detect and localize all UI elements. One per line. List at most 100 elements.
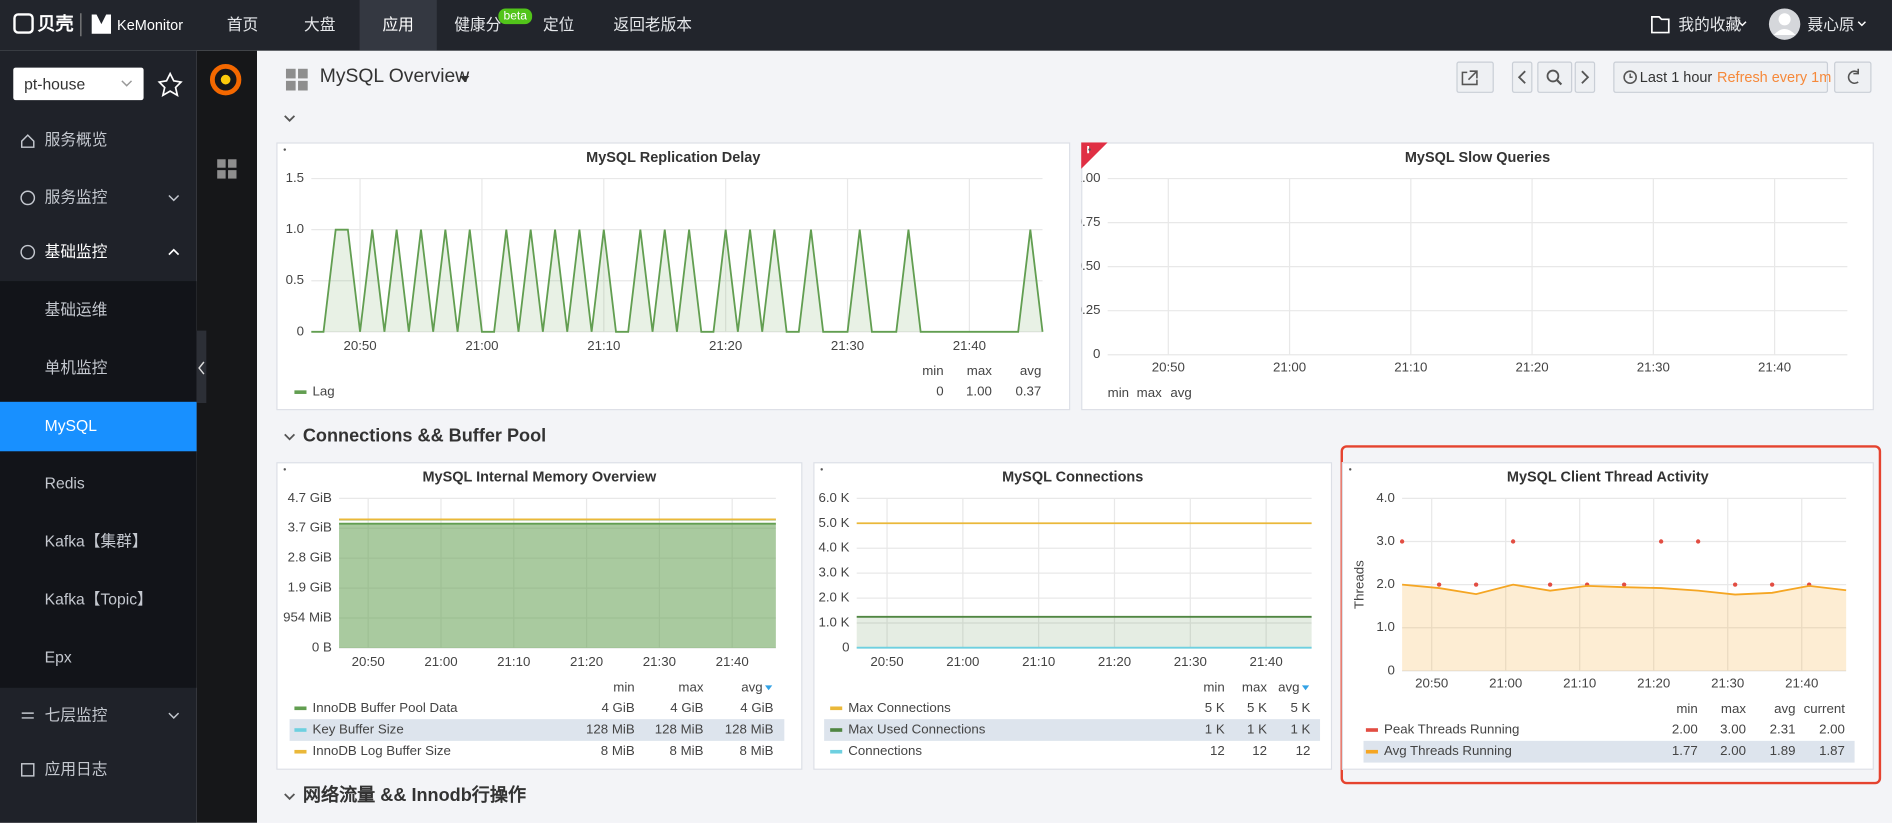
- legend-value: 2.00: [1672, 722, 1698, 737]
- nav-item[interactable]: 应用: [382, 15, 414, 34]
- nav-item[interactable]: 定位: [542, 15, 575, 34]
- collapse-tab[interactable]: [196, 330, 207, 404]
- legend-row-highlight: [289, 719, 785, 741]
- row-title[interactable]: 网络流量 && Innodb行操作: [302, 785, 527, 807]
- legend-swatch: [294, 728, 307, 732]
- y-tick-label: 3.0 K: [818, 565, 849, 580]
- legend-value: 2.31: [1770, 722, 1796, 737]
- grafana-logo-core: [220, 74, 231, 85]
- legend-value: 5 K: [1290, 700, 1310, 715]
- x-tick-label: 21:20: [1637, 676, 1670, 691]
- panel-title: MySQL Connections: [1002, 470, 1143, 486]
- nav-item[interactable]: 首页: [226, 15, 259, 34]
- favorites[interactable]: 我的收藏: [1678, 15, 1742, 34]
- menu-item[interactable]: 应用日志: [44, 760, 108, 779]
- legend-swatch: [294, 390, 307, 394]
- submenu-item[interactable]: Epx: [44, 647, 72, 667]
- toolbar-icons: [1461, 68, 1859, 86]
- menu-item[interactable]: 服务概览: [44, 130, 108, 149]
- legend-value: 12: [1296, 743, 1311, 758]
- x-tick-label: 21:30: [1711, 676, 1744, 691]
- title-caret[interactable]: [459, 76, 470, 83]
- zoom-icon: [1555, 78, 1563, 86]
- submenu-item[interactable]: 基础运维: [44, 300, 108, 319]
- project-select[interactable]: [13, 67, 144, 101]
- nav-item[interactable]: 健康分: [454, 15, 502, 34]
- x-tick-label: 21:30: [643, 654, 676, 669]
- star-icon[interactable]: [157, 71, 183, 98]
- zoom-button[interactable]: [1537, 61, 1573, 93]
- badge: beta: [503, 9, 527, 23]
- panel: MySQL Client Thread Activity 0 1.0 2.0 3.0 4.…: [1341, 462, 1874, 770]
- product: KeMonitor: [117, 16, 184, 34]
- panel: MySQL Slow Queries 0 0.25 0.50 0.75 1.00 20:50…: [1081, 142, 1874, 411]
- legend-value: 0.37: [1015, 384, 1041, 399]
- sort-indicator: [765, 685, 773, 691]
- back-button[interactable]: [1511, 61, 1533, 93]
- row-chevron[interactable]: [284, 793, 296, 801]
- highlight-box: [1340, 445, 1882, 785]
- grafana-logo: [209, 63, 242, 96]
- y-tick-label: 6.0 K: [818, 490, 849, 505]
- refresh-interval[interactable]: Refresh every 1m: [1717, 68, 1832, 86]
- y-tick-label: 1.9 GiB: [288, 580, 332, 595]
- submenu-item[interactable]: Kafka【Topic】: [44, 590, 153, 609]
- legend-column-header: min: [1676, 701, 1697, 716]
- chevron: [1738, 21, 1747, 27]
- badge-bg: [498, 8, 533, 25]
- dashboard-title[interactable]: MySQL Overview: [319, 66, 470, 87]
- legend-value: 128 MiB: [586, 722, 635, 737]
- y-tick-label: 2.0 K: [818, 590, 849, 605]
- refresh-button[interactable]: [1834, 61, 1872, 93]
- nav-item[interactable]: 返回老版本: [613, 15, 693, 34]
- data-point: [1399, 539, 1405, 544]
- x-tick-label: 21:20: [1515, 360, 1548, 375]
- folder-icon: [1651, 16, 1670, 34]
- time-picker[interactable]: [1613, 61, 1829, 93]
- legend-column-header: min: [613, 679, 634, 694]
- x-tick-label: 21:00: [1489, 676, 1522, 691]
- forward-button[interactable]: [1574, 61, 1596, 93]
- legend-name: Max Connections: [848, 700, 951, 715]
- chevron: [168, 194, 180, 202]
- data-point: [1473, 582, 1479, 587]
- y-tick-label: 954 MiB: [283, 610, 332, 625]
- row-chevron[interactable]: [284, 433, 296, 441]
- nav-item[interactable]: 大盘: [304, 15, 336, 34]
- time-range[interactable]: Last 1 hour: [1639, 68, 1713, 86]
- submenu-item[interactable]: MySQL: [44, 416, 97, 435]
- legend-value: 8 MiB: [601, 743, 635, 758]
- legend-column-header: min: [922, 363, 943, 378]
- legend-value: 5 K: [1247, 700, 1267, 715]
- y-tick-label: 3.7 GiB: [288, 520, 332, 535]
- menu-item[interactable]: 服务监控: [44, 188, 108, 207]
- project-name[interactable]: pt-house: [24, 74, 86, 93]
- submenu-item[interactable]: 单机监控: [44, 358, 108, 377]
- data-point: [1547, 582, 1553, 587]
- x-tick-label: 20:50: [870, 654, 903, 669]
- row-chevron[interactable]: [284, 115, 296, 122]
- menu-icon: [21, 712, 34, 719]
- submenu-item[interactable]: Kafka【集群】: [44, 532, 148, 551]
- dash-icon: [228, 159, 237, 168]
- zoom-icon: [1546, 69, 1560, 83]
- legend-value: 12: [1252, 743, 1267, 758]
- legend-row-highlight: [824, 719, 1321, 741]
- submenu-item[interactable]: Redis: [44, 474, 85, 493]
- y-tick-label: 1.00: [1081, 170, 1100, 185]
- row-title[interactable]: Connections && Buffer Pool: [302, 425, 547, 447]
- menu-item[interactable]: 七层监控: [44, 705, 108, 724]
- brand: 贝壳: [37, 14, 74, 35]
- brand-icon: [13, 13, 34, 34]
- data-point: [1510, 539, 1516, 544]
- menu-item[interactable]: 基础监控: [44, 242, 108, 261]
- legend-row-highlight: [1363, 740, 1855, 763]
- legend-value: 1.00: [966, 384, 992, 399]
- series-area: [339, 523, 776, 648]
- legend-value: 2.00: [1720, 743, 1746, 758]
- user-name[interactable]: 聂心原: [1807, 15, 1855, 34]
- legend-value: 8 MiB: [740, 743, 774, 758]
- legend-column-header: min: [1203, 679, 1224, 694]
- legend-value: 1 K: [1290, 722, 1310, 737]
